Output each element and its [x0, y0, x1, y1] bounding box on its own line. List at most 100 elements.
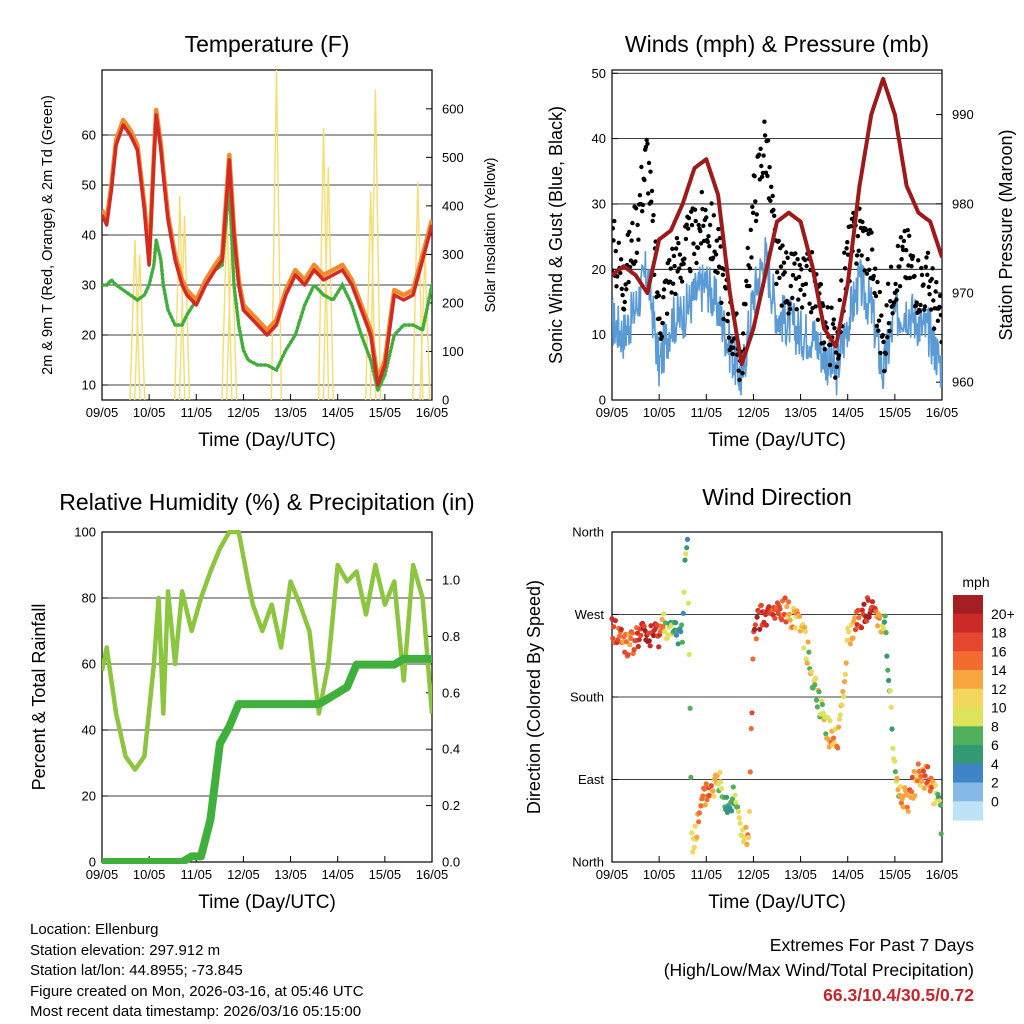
- gust-dot: [884, 303, 889, 308]
- gust-dot: [670, 281, 676, 286]
- direction-dot: [908, 789, 915, 795]
- gust-dot: [623, 282, 628, 287]
- gust-dot: [716, 226, 721, 232]
- direction-dot: [679, 639, 686, 645]
- gust-dot: [769, 184, 774, 189]
- winds-x-tick-label: 16/05: [926, 405, 959, 420]
- gust-dot: [778, 264, 784, 269]
- humidity-y-tick-label: 100: [74, 525, 96, 540]
- direction-dot: [938, 831, 944, 837]
- gust-dot: [821, 303, 826, 308]
- gust-dot: [747, 266, 753, 271]
- direction-dot: [856, 615, 862, 621]
- direction-title: Wind Direction: [702, 484, 852, 510]
- direction-dot: [887, 688, 893, 694]
- gust-dot: [713, 252, 719, 257]
- direction-dot: [754, 614, 760, 620]
- colorbar-label: mph: [962, 574, 989, 590]
- gust-dot: [836, 353, 842, 358]
- gust-dot: [897, 284, 903, 289]
- gust-dot: [787, 306, 793, 312]
- gust-dot: [888, 264, 894, 269]
- direction-dot: [885, 667, 891, 673]
- direction-dot: [823, 731, 829, 737]
- gust-dot: [776, 238, 781, 243]
- colorbar-tick-label: 4: [991, 756, 999, 772]
- direction-dot: [920, 768, 927, 774]
- gust-dot: [937, 293, 942, 298]
- direction-dot: [808, 669, 815, 675]
- colorbar-tick-label: 20+: [991, 606, 1015, 622]
- direction-x-axis-label: Time (Day/UTC): [708, 892, 846, 913]
- direction-dot: [819, 701, 826, 708]
- direction-dot: [816, 689, 822, 695]
- gust-dot: [704, 215, 709, 220]
- dewpoint-line: [102, 184, 432, 396]
- direction-dot: [806, 649, 812, 655]
- direction-dot: [680, 610, 686, 616]
- direction-y-tick-label: North: [572, 525, 604, 540]
- gust-dot: [880, 333, 885, 338]
- gust-dot: [744, 278, 749, 284]
- winds-y-tick-label: 0: [599, 393, 606, 408]
- gust-dot: [717, 235, 723, 241]
- gust-dot: [808, 310, 814, 315]
- direction-dot: [708, 783, 714, 789]
- direction-dot: [813, 675, 819, 682]
- colorbar-swatch: [953, 632, 983, 652]
- direction-dot: [827, 718, 833, 724]
- gust-dot: [919, 265, 924, 271]
- gust-dot: [634, 250, 640, 255]
- gust-dot: [747, 283, 752, 289]
- gust-dot: [787, 301, 792, 307]
- humidity-plot-area: [102, 530, 432, 864]
- direction-dot: [792, 625, 798, 631]
- direction-x-tick-label: 15/05: [879, 867, 912, 882]
- colorbar-tick-label: 18: [991, 625, 1007, 641]
- gust-dot: [758, 146, 763, 151]
- direction-dot: [627, 642, 633, 648]
- gust-dot: [869, 230, 874, 235]
- gust-dot: [890, 311, 895, 316]
- direction-dot: [779, 617, 785, 623]
- direction-dot: [877, 613, 883, 619]
- direction-dot: [729, 808, 735, 814]
- gust-dot: [916, 258, 921, 263]
- direction-dot: [701, 786, 708, 792]
- direction-x-tick-label: 11/05: [690, 867, 722, 882]
- direction-dot: [660, 624, 666, 630]
- direction-dot: [647, 643, 653, 649]
- gust-dot: [619, 286, 624, 291]
- gust-dot: [831, 317, 836, 322]
- gust-dot: [905, 227, 910, 233]
- gust-dot: [928, 307, 934, 312]
- gust-dot: [796, 297, 801, 302]
- gust-dot: [785, 255, 790, 260]
- direction-dot: [685, 600, 692, 606]
- gust-dot: [888, 299, 893, 304]
- temperature-x-tick-label: 15/05: [369, 405, 402, 420]
- direction-dot: [707, 792, 713, 799]
- gust-dot: [770, 193, 775, 199]
- direction-dot: [772, 615, 778, 621]
- direction-dot: [840, 688, 846, 695]
- gust-dot: [854, 253, 860, 258]
- direction-dot: [690, 849, 696, 855]
- direction-dot: [688, 774, 694, 780]
- gust-dot: [633, 206, 639, 211]
- direction-y-tick-label: West: [575, 607, 605, 622]
- gust-dot: [855, 233, 861, 239]
- gust-dot: [668, 266, 673, 271]
- gust-dot: [775, 270, 780, 275]
- direction-dot: [897, 784, 904, 790]
- gust-dot: [899, 257, 904, 262]
- gust-dot: [804, 263, 809, 269]
- gust-dot: [864, 227, 869, 233]
- pressure-line: [612, 76, 942, 367]
- gust-dot: [633, 259, 638, 264]
- gust-dot: [794, 307, 799, 312]
- gust-dot: [910, 254, 916, 259]
- temperature-x-axis-label: Time (Day/UTC): [198, 430, 336, 451]
- winds-chart: Winds (mph) & Pressure (mb) 0 10 20 30 40 50 96…: [546, 31, 1016, 451]
- gust-dot: [788, 283, 793, 289]
